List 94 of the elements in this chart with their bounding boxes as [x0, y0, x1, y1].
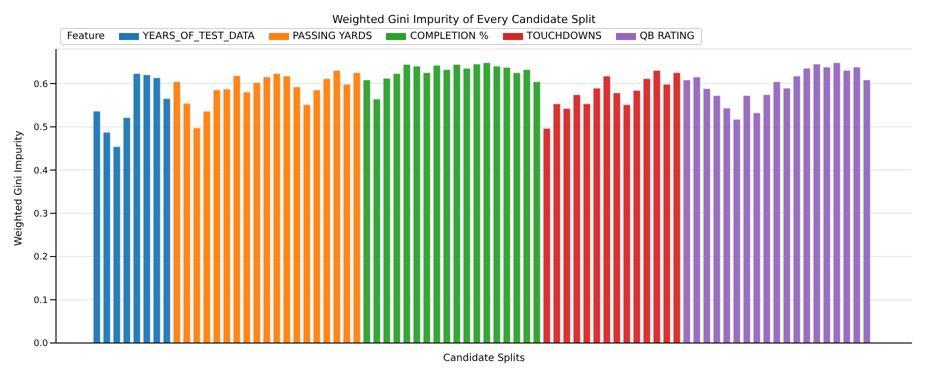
bar: [763, 94, 770, 343]
bar: [403, 64, 410, 343]
bar: [243, 92, 250, 343]
bar: [843, 70, 850, 343]
bar: [313, 90, 320, 343]
legend-label: COMPLETION %: [409, 31, 489, 42]
bar: [143, 74, 150, 343]
bar: [803, 68, 810, 343]
bar: [273, 74, 280, 343]
bar: [713, 96, 720, 343]
bar: [503, 68, 510, 343]
bar: [683, 80, 690, 343]
bar: [433, 65, 440, 343]
bar: [253, 82, 260, 343]
legend-label: YEARS_OF_TEST_DATA: [142, 31, 255, 42]
bar: [793, 76, 800, 343]
bar: [183, 103, 190, 343]
x-axis-title: Candidate Splits: [443, 353, 525, 364]
bar: [703, 88, 710, 343]
legend-label: TOUCHDOWNS: [526, 31, 602, 42]
bar: [823, 67, 830, 343]
bar: [303, 104, 310, 343]
bar: [123, 118, 130, 343]
bar: [753, 112, 760, 343]
bar: [553, 104, 560, 343]
bar: [653, 70, 660, 343]
chart-title: Weighted Gini Impurity of Every Candidate Split: [332, 13, 596, 26]
bar: [103, 132, 110, 343]
bar: [733, 119, 740, 343]
bar: [213, 90, 220, 343]
bar: [863, 80, 870, 343]
bar: [673, 72, 680, 343]
bar: [93, 111, 100, 343]
bar: [163, 98, 170, 343]
bar: [493, 66, 500, 343]
bar: [443, 70, 450, 343]
bar: [373, 99, 380, 343]
bar: [233, 76, 240, 343]
bar: [523, 70, 530, 343]
bar: [383, 78, 390, 343]
bar: [463, 68, 470, 343]
bar: [613, 93, 620, 343]
legend-label: QB RATING: [638, 31, 694, 42]
y-tick-label: 0.5: [34, 123, 48, 134]
legend-title: Feature: [67, 31, 105, 42]
bar: [343, 84, 350, 343]
y-tick-label: 0.0: [34, 339, 48, 350]
bar: [593, 88, 600, 343]
bar: [813, 64, 820, 343]
bar: [513, 72, 520, 343]
legend-label: PASSING YARDS: [292, 31, 372, 42]
bar: [623, 104, 630, 343]
y-tick-label: 0.3: [34, 209, 48, 220]
bar: [583, 104, 590, 343]
bar: [453, 64, 460, 343]
bar: [413, 66, 420, 343]
bar: [193, 128, 200, 343]
bar: [293, 86, 300, 343]
bar: [633, 90, 640, 343]
bar: [113, 146, 120, 343]
y-axis-title: Weighted Gini Impurity: [14, 130, 25, 246]
y-tick-label: 0.4: [34, 166, 48, 176]
bar: [423, 72, 430, 343]
bar: [483, 62, 490, 343]
bar: [693, 77, 700, 343]
y-tick-label: 0.1: [34, 296, 48, 306]
y-tick-label: 0.2: [34, 252, 48, 263]
bar: [153, 78, 160, 343]
bar: [333, 70, 340, 343]
bar: [323, 78, 330, 343]
bar: [723, 108, 730, 343]
bar: [173, 82, 180, 343]
bar: [603, 76, 610, 343]
bar: [573, 94, 580, 343]
bar: [783, 88, 790, 343]
bar: [643, 78, 650, 343]
bar: [543, 128, 550, 343]
bar: [663, 84, 670, 343]
bar: [133, 74, 140, 343]
bar: [353, 72, 360, 343]
bar: [473, 64, 480, 343]
bar: [833, 62, 840, 343]
bar: [393, 74, 400, 343]
bar: [363, 80, 370, 343]
bar: [263, 77, 270, 343]
bar: [533, 82, 540, 343]
bar: [283, 76, 290, 343]
bar: [743, 96, 750, 343]
bar: [223, 89, 230, 343]
y-tick-label: 0.6: [34, 80, 48, 90]
bar: [203, 111, 210, 343]
bar: [773, 82, 780, 343]
bar: [563, 108, 570, 343]
bar: [853, 67, 860, 343]
